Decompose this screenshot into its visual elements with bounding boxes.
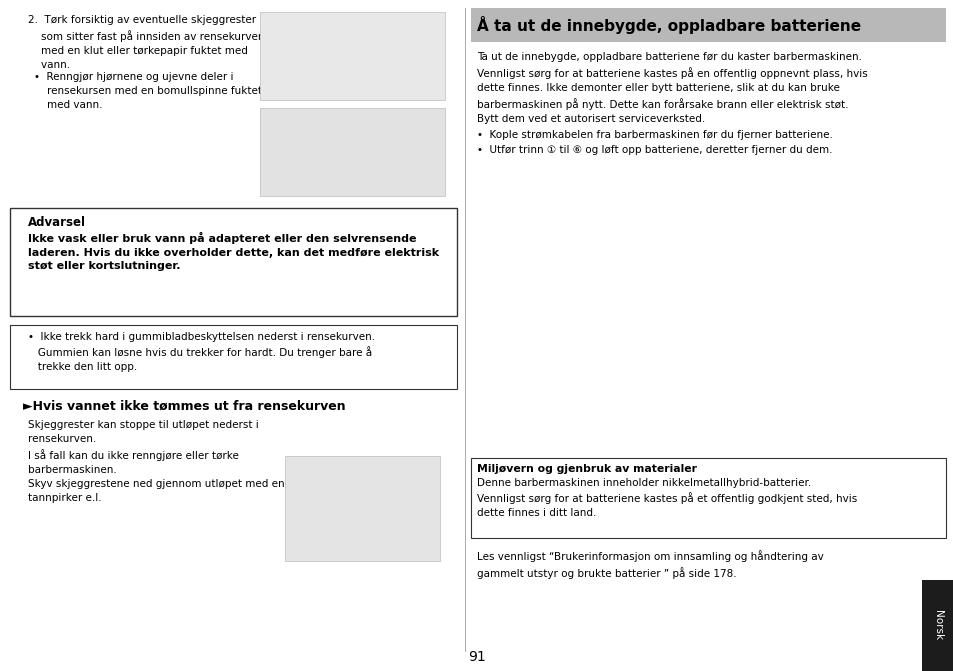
Text: •  Utfør trinn ① til ⑥ og løft opp batteriene, deretter fjerner du dem.: • Utfør trinn ① til ⑥ og løft opp batter…	[476, 145, 831, 155]
Text: Ta ut de innebygde, oppladbare batteriene før du kaster barbermaskinen.
Vennligs: Ta ut de innebygde, oppladbare batterien…	[476, 52, 866, 123]
Bar	[285, 456, 439, 561]
Text: Advarsel: Advarsel	[28, 216, 86, 229]
Text: 91: 91	[468, 650, 485, 664]
Bar	[10, 325, 456, 389]
Text: Ikke vask eller bruk vann på adapteret eller den selvrensende
laderen. Hvis du i: Ikke vask eller bruk vann på adapteret e…	[28, 232, 438, 271]
Text: Å ta ut de innebygde, oppladbare batteriene: Å ta ut de innebygde, oppladbare batteri…	[476, 16, 860, 34]
Text: Denne barbermaskinen inneholder nikkelmetallhybrid-batterier.
Vennligst sørg for: Denne barbermaskinen inneholder nikkelme…	[476, 478, 856, 518]
Text: •  Renngjør hjørnene og ujevne deler i
    rensekursen med en bomullspinne fukte: • Renngjør hjørnene og ujevne deler i re…	[34, 72, 262, 110]
Bar	[260, 108, 444, 196]
Text: •  Ikke trekk hard i gummibladbeskyttelsen nederst i rensekurven.
   Gummien kan: • Ikke trekk hard i gummibladbeskyttelse…	[28, 332, 375, 372]
Bar	[470, 8, 945, 42]
Bar	[10, 208, 456, 316]
Bar	[921, 580, 953, 671]
Text: 2.  Tørk forsiktig av eventuelle skjeggrester
    som sitter fast på innsiden av: 2. Tørk forsiktig av eventuelle skjeggre…	[28, 15, 268, 70]
Bar	[260, 12, 444, 100]
Text: Skjeggrester kan stoppe til utløpet nederst i
rensekurven.
I så fall kan du ikke: Skjeggrester kan stoppe til utløpet nede…	[28, 420, 284, 503]
Text: •  Kople strømkabelen fra barbermaskinen før du fjerner batteriene.: • Kople strømkabelen fra barbermaskinen …	[476, 130, 832, 140]
Text: Les vennligst “Brukerinformasjon om innsamling og håndtering av
gammelt utstyr o: Les vennligst “Brukerinformasjon om inns…	[476, 550, 822, 579]
Bar	[470, 458, 945, 538]
Text: Norsk: Norsk	[932, 611, 942, 641]
Text: ►Hvis vannet ikke tømmes ut fra rensekurven: ►Hvis vannet ikke tømmes ut fra rensekur…	[23, 400, 345, 413]
Text: Miljøvern og gjenbruk av materialer: Miljøvern og gjenbruk av materialer	[476, 464, 696, 474]
